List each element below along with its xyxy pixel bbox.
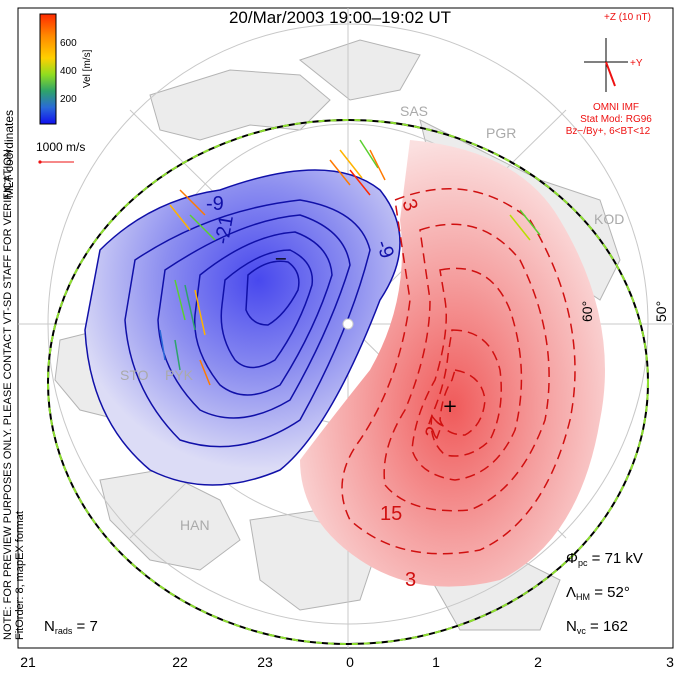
colorbar-tick: 400	[60, 66, 77, 77]
stations: SAS PGR KOD STO PYK HAN	[120, 103, 624, 533]
n-value: = 162	[590, 618, 628, 635]
scale-vector-dot	[38, 160, 42, 164]
latitude-label: 60°	[579, 301, 595, 322]
imf-z-label: +Z (10 nT)	[604, 12, 651, 23]
fit-order-note: FitOrder: 8, mapEX format	[14, 511, 26, 640]
vector-count: Nvc = 162	[566, 618, 628, 636]
scale-vector-label: 1000 m/s	[36, 140, 86, 154]
negative-potential-cell	[84, 169, 401, 486]
latitude-label: 50°	[653, 301, 669, 322]
mlt-label: 0	[346, 654, 354, 670]
n-symbol: N	[566, 618, 577, 635]
station-label: PGR	[486, 125, 516, 141]
lambda-sub: HM	[576, 592, 591, 602]
station-label: HAN	[180, 517, 210, 533]
contour-label: 15	[380, 503, 402, 525]
latitude-labels: 60° 50°	[579, 301, 669, 322]
lambda-value: = 52°	[594, 584, 630, 601]
colorbar-label: Vel [m/s]	[82, 49, 93, 88]
hm-latitude: ΛHM = 52°	[566, 584, 630, 602]
nrads-value: = 7	[76, 618, 98, 635]
imf-source: OMNI IMF	[592, 102, 640, 113]
potential-min-marker: −	[274, 249, 287, 268]
velocity-vectors	[159, 139, 541, 386]
mlt-label: 21	[20, 654, 36, 670]
n-sub: vc	[576, 626, 586, 636]
station-label: KOD	[594, 211, 624, 227]
contour-label: 3	[405, 569, 416, 591]
station-label: STO	[120, 367, 149, 383]
station-label: SAS	[400, 103, 428, 119]
colorbar-tick: 200	[60, 94, 77, 105]
map-title: 20/Mar/2003 19:00–19:02 UT	[228, 8, 452, 27]
potential-max-marker: +	[442, 396, 457, 417]
imf-bins: Bz−/By+, 6<BT<12	[565, 126, 651, 137]
colorbar-tick: 600	[60, 38, 77, 49]
phi-sub: pc	[577, 558, 588, 568]
colorbar-ticks: 600 400 200	[60, 38, 77, 105]
mlt-label: 23	[257, 654, 273, 670]
phi-value: = 71 kV	[591, 550, 643, 567]
mlt-label: 3	[666, 654, 674, 670]
contour-label: -9	[206, 193, 224, 215]
pole-marker	[342, 318, 354, 330]
preview-note: NOTE: FOR PREVIEW PURPOSES ONLY. PLEASE …	[2, 146, 14, 640]
lambda-symbol: Λ	[566, 584, 577, 601]
hm-boundary-dash	[47, 119, 649, 645]
mlt-label: 2	[534, 654, 542, 670]
station-label: PYK	[165, 367, 194, 383]
imf-model: Stat Mod: RG96	[580, 114, 652, 125]
phi-symbol: Φ	[566, 550, 578, 567]
mlt-label: 1	[432, 654, 440, 670]
colorbar	[39, 13, 57, 125]
contour-label: -21	[211, 214, 238, 246]
nrads-sub: rads	[54, 626, 73, 636]
imf-y-label: +Y	[630, 58, 643, 69]
cross-polar-potential: Φpc = 71 kV	[566, 550, 643, 568]
radar-count: Nrads = 7	[44, 618, 98, 636]
positive-potential-cell	[300, 140, 605, 587]
mlt-label: 22	[172, 654, 188, 670]
nrads-symbol: N	[44, 618, 55, 635]
imf-vector	[605, 61, 616, 87]
